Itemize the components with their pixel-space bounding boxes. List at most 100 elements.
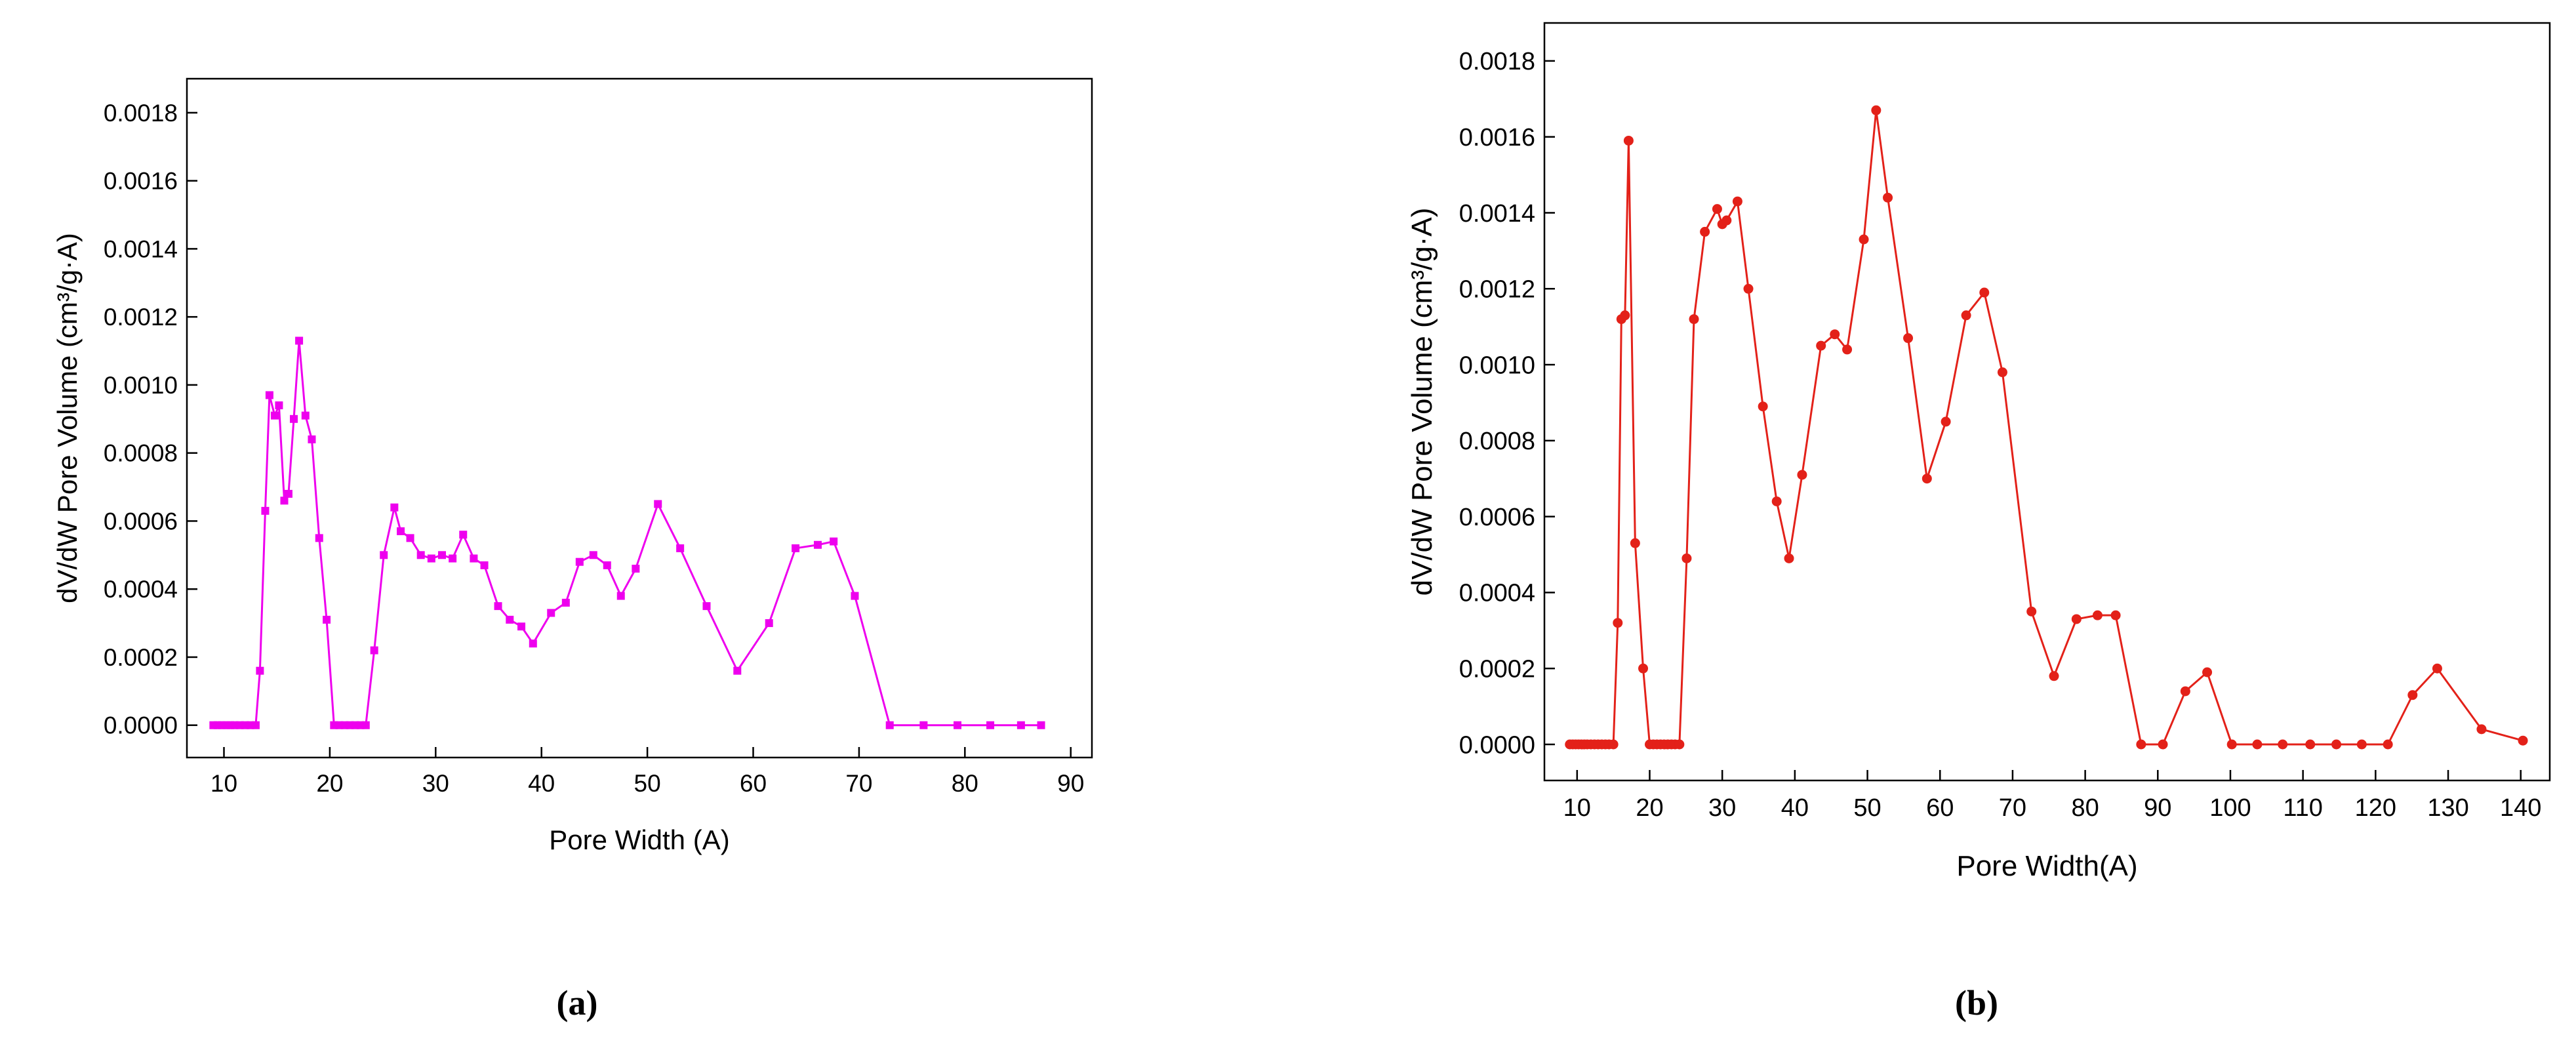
data-point [1623, 135, 1634, 146]
data-point [1613, 618, 1623, 628]
data-point [506, 615, 514, 624]
data-point [2518, 735, 2528, 746]
data-point [1016, 721, 1025, 729]
data-point [2158, 739, 2168, 750]
data-point [2331, 739, 2342, 750]
y-tick-label: 0.0012 [1459, 276, 1535, 304]
data-point [265, 391, 273, 399]
x-tick-label: 80 [2071, 794, 2099, 822]
data-point [1883, 192, 1893, 203]
data-point [1961, 310, 1971, 321]
x-tick-label: 20 [316, 770, 343, 797]
data-point [2136, 739, 2146, 750]
data-point [1871, 105, 1882, 115]
data-point [529, 639, 537, 648]
data-point [361, 721, 370, 729]
y-tick-label: 0.0006 [104, 508, 178, 535]
y-tick-label: 0.0004 [104, 576, 178, 603]
y-tick-label: 0.0000 [1459, 731, 1535, 759]
y-tick-label: 0.0010 [104, 372, 178, 399]
data-point [416, 551, 425, 559]
data-point [2092, 610, 2103, 620]
data-point [390, 503, 399, 512]
data-point [1681, 553, 1692, 563]
data-point [813, 540, 822, 549]
data-point [1784, 553, 1794, 563]
data-point [919, 721, 928, 729]
data-point [459, 531, 468, 539]
data-point [547, 609, 555, 617]
data-point [2226, 739, 2237, 750]
y-tick-label: 0.0018 [104, 100, 178, 127]
data-point [295, 336, 304, 345]
y-tick-label: 0.0004 [1459, 580, 1535, 607]
data-point [575, 557, 584, 566]
data-point [2383, 739, 2393, 750]
data-point [2049, 671, 2059, 681]
x-tick-label: 140 [2500, 794, 2541, 822]
data-point [830, 537, 838, 546]
data-point [397, 527, 405, 535]
x-tick-label: 10 [211, 770, 237, 797]
data-point [380, 551, 388, 559]
data-point [494, 602, 502, 611]
data-point [301, 411, 310, 420]
x-tick-label: 50 [1853, 794, 1881, 822]
y-axis: 0.0000 0.0002 0.0004 0.0006 0.0008 0.0010 0.00… [1459, 48, 1555, 759]
data-point [437, 551, 446, 559]
data-point [1758, 401, 1768, 412]
data-point [406, 534, 414, 542]
data-point [2476, 724, 2487, 735]
data-point [654, 500, 662, 508]
x-tick-label: 40 [1781, 794, 1809, 822]
x-tick-label: 90 [1057, 770, 1084, 797]
data-point [2432, 663, 2442, 674]
data-point [1700, 226, 1710, 237]
data-point [1712, 204, 1722, 214]
x-axis: 10 20 30 40 50 60 70 80 90 100 110 120 130 140 [1563, 770, 2541, 822]
data-point [335, 721, 344, 729]
data-point [308, 435, 316, 443]
data-point [480, 561, 489, 569]
data-point [1922, 474, 1932, 484]
x-tick-label: 10 [1563, 794, 1591, 822]
figure-b: 10 20 30 40 50 60 70 80 90 100 110 120 130 140 0.0000 0… [1384, 3, 2569, 925]
data-point [1979, 287, 1990, 298]
data-point [370, 646, 378, 655]
data-point [1732, 196, 1742, 207]
data-point [851, 592, 859, 600]
figure-a: 10 20 30 40 50 60 70 80 90 0.0000 0.0002 0.0004 0.00… [33, 56, 1121, 899]
data-point [954, 721, 962, 729]
data-point [676, 544, 685, 552]
data-point [2071, 614, 2082, 624]
y-tick-label: 0.0010 [1459, 352, 1535, 379]
y-tick-label: 0.0012 [104, 304, 178, 331]
data-point [427, 554, 435, 563]
plot-frame [186, 77, 1093, 759]
chart-b-pore-size-distribution: 10 20 30 40 50 60 70 80 90 100 110 120 130 1400.00000… [1406, 22, 2551, 882]
data-point [261, 506, 270, 515]
x-tick-label: 60 [740, 770, 767, 797]
data-point [589, 551, 597, 559]
x-tick-label: 70 [1999, 794, 2026, 822]
data-point [792, 544, 800, 552]
y-axis-label: dV/dW Pore Volume (cm³/g·A) [52, 233, 83, 603]
data-point [1997, 367, 2007, 378]
data-point [1630, 538, 1640, 548]
data-point [1620, 310, 1630, 321]
y-tick-label: 0.0016 [104, 168, 178, 195]
data-point [1638, 663, 1649, 674]
data-point [702, 602, 711, 611]
y-tick-label: 0.0008 [104, 440, 178, 467]
x-axis-label: Pore Width(A) [1956, 850, 2137, 882]
y-tick-label: 0.0014 [1459, 200, 1535, 228]
x-tick-label: 40 [528, 770, 555, 797]
plot-frame [1543, 22, 2551, 782]
data-point [251, 721, 260, 729]
data-point [256, 666, 264, 675]
data-point [470, 554, 478, 563]
series-line [1569, 109, 2524, 746]
data-point [2407, 690, 2418, 700]
caption-a: (a) [556, 983, 598, 1022]
